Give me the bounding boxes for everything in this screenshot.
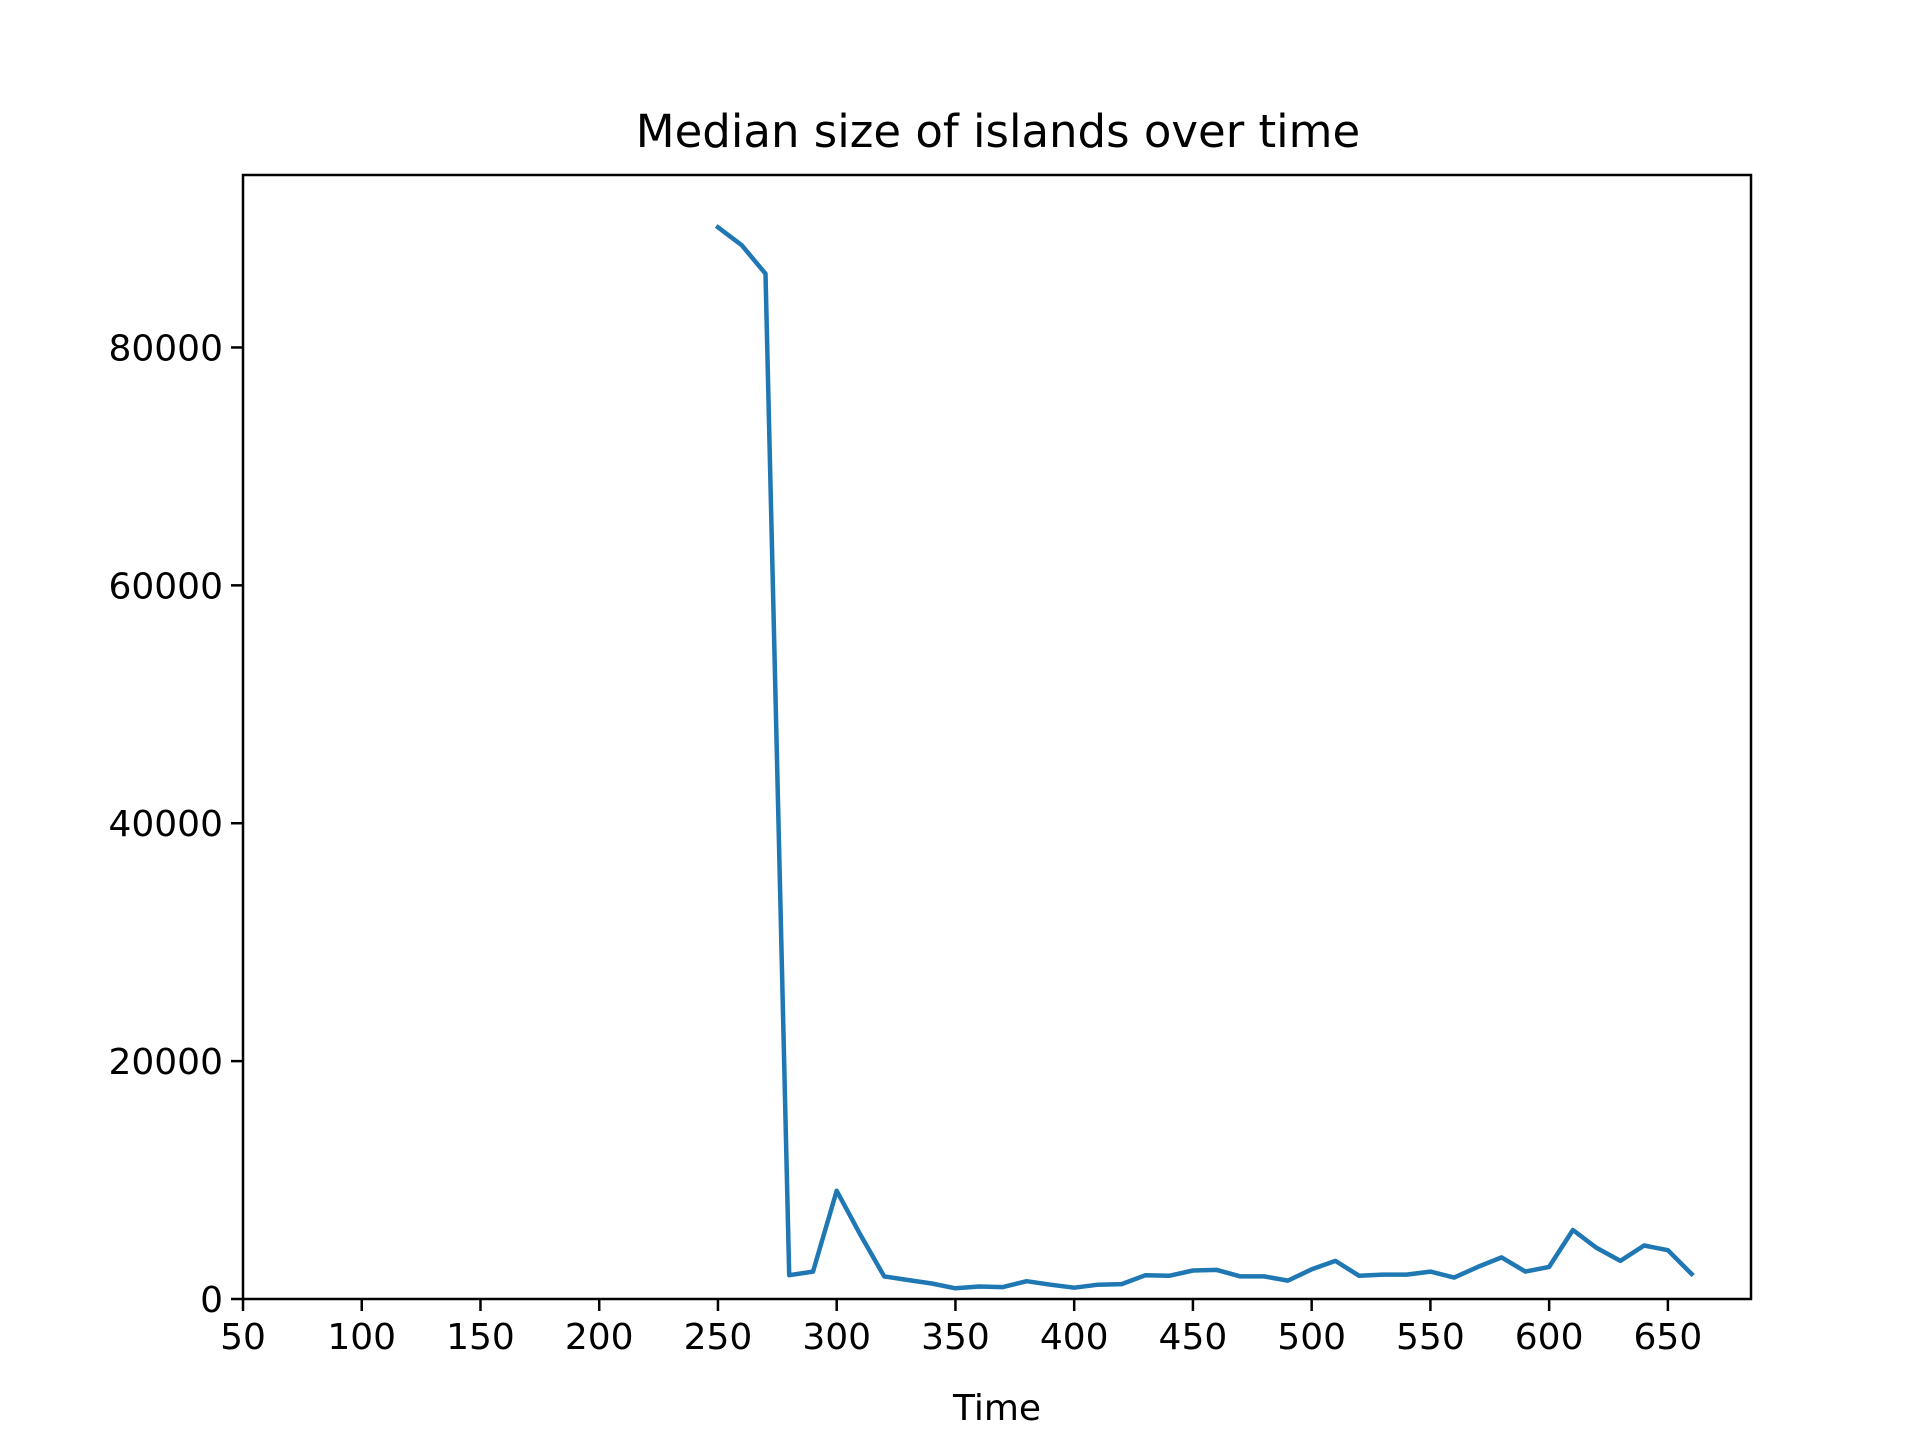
plot-frame [241,173,1753,1301]
x-tick-label: 600 [1515,1317,1584,1358]
x-tick-label: 300 [802,1317,871,1358]
y-tick-label: 40000 [108,804,223,845]
x-tick-label: 450 [1159,1317,1228,1358]
y-axis: 0 20000 40000 60000 80000 [108,328,243,1321]
x-axis: 50 100 150 200 250 300 350 400 450 500 550 600 650 [220,1299,1702,1358]
x-tick-label: 500 [1277,1317,1346,1358]
y-tick-label: 20000 [108,1042,223,1083]
x-tick-label: 250 [684,1317,753,1358]
x-axis-label: Time [952,1388,1041,1429]
x-tick-label: 400 [1040,1317,1109,1358]
y-tick-label: 60000 [108,566,223,607]
x-tick-label: 100 [327,1317,396,1358]
x-tick-label: 150 [446,1317,515,1358]
x-tick-label: 650 [1634,1317,1703,1358]
x-tick-label: 550 [1396,1317,1465,1358]
y-tick-label: 80000 [108,328,223,369]
y-tick-label: 0 [200,1280,223,1321]
series-line [714,224,1695,1291]
x-tick-label: 200 [565,1317,634,1358]
x-tick-label: 50 [220,1317,266,1358]
x-tick-label: 350 [921,1317,990,1358]
chart-title: Median size of islands over time [636,105,1360,158]
plot-line-group [714,224,1695,1291]
